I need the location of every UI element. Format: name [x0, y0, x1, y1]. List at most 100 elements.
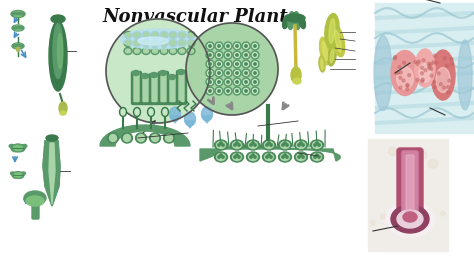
Circle shape [209, 54, 211, 56]
Ellipse shape [330, 49, 334, 63]
Ellipse shape [160, 48, 168, 55]
Ellipse shape [331, 25, 345, 57]
Circle shape [406, 88, 409, 91]
FancyBboxPatch shape [375, 3, 474, 133]
Circle shape [250, 156, 252, 158]
Ellipse shape [224, 60, 232, 68]
Circle shape [236, 142, 238, 144]
Ellipse shape [46, 135, 58, 141]
Circle shape [404, 201, 409, 206]
Ellipse shape [180, 49, 184, 53]
Ellipse shape [215, 69, 223, 77]
FancyBboxPatch shape [406, 155, 414, 212]
Ellipse shape [246, 152, 259, 162]
Ellipse shape [206, 69, 214, 77]
Ellipse shape [215, 87, 223, 95]
Ellipse shape [253, 70, 257, 76]
Ellipse shape [51, 15, 65, 23]
Circle shape [422, 229, 427, 234]
Ellipse shape [208, 70, 212, 76]
Ellipse shape [53, 23, 63, 78]
Circle shape [298, 156, 300, 158]
Ellipse shape [224, 69, 232, 77]
Circle shape [399, 76, 402, 79]
Ellipse shape [233, 78, 241, 86]
Circle shape [209, 81, 211, 83]
Circle shape [430, 74, 433, 77]
Circle shape [236, 63, 238, 65]
Circle shape [209, 45, 211, 47]
Circle shape [425, 207, 430, 212]
Ellipse shape [206, 51, 214, 59]
Ellipse shape [312, 153, 321, 160]
Ellipse shape [283, 15, 290, 29]
Circle shape [220, 142, 222, 144]
Ellipse shape [162, 49, 166, 53]
Ellipse shape [17, 47, 19, 51]
Ellipse shape [159, 70, 166, 76]
Circle shape [245, 90, 247, 92]
Circle shape [395, 203, 400, 208]
Circle shape [429, 63, 432, 66]
Ellipse shape [235, 89, 239, 94]
FancyBboxPatch shape [32, 199, 39, 219]
Ellipse shape [403, 212, 417, 222]
Ellipse shape [133, 70, 139, 76]
Circle shape [254, 156, 256, 158]
Circle shape [429, 220, 434, 225]
Ellipse shape [149, 109, 153, 115]
Circle shape [254, 54, 256, 56]
Ellipse shape [153, 41, 157, 45]
Ellipse shape [233, 42, 241, 50]
Ellipse shape [163, 109, 167, 115]
Ellipse shape [12, 25, 24, 31]
Circle shape [421, 78, 424, 81]
Ellipse shape [208, 61, 212, 66]
Circle shape [447, 90, 450, 94]
Ellipse shape [285, 14, 305, 22]
Circle shape [410, 161, 416, 167]
Polygon shape [49, 143, 55, 204]
Ellipse shape [14, 173, 22, 177]
Circle shape [218, 45, 220, 47]
Ellipse shape [22, 172, 26, 175]
Ellipse shape [288, 12, 294, 30]
Ellipse shape [187, 31, 195, 39]
Ellipse shape [226, 61, 230, 66]
Circle shape [420, 66, 424, 69]
Ellipse shape [230, 140, 244, 150]
Ellipse shape [226, 70, 230, 76]
Circle shape [413, 232, 419, 237]
Ellipse shape [151, 39, 159, 47]
Circle shape [270, 144, 272, 146]
Circle shape [428, 159, 438, 168]
Circle shape [245, 45, 247, 47]
Ellipse shape [397, 210, 423, 228]
Ellipse shape [226, 80, 230, 85]
Circle shape [266, 156, 268, 158]
Circle shape [434, 86, 437, 89]
Circle shape [284, 142, 286, 144]
Ellipse shape [293, 78, 301, 84]
Ellipse shape [233, 60, 241, 68]
Ellipse shape [215, 140, 228, 150]
Circle shape [218, 72, 220, 74]
Ellipse shape [133, 48, 141, 55]
Circle shape [387, 222, 392, 227]
Circle shape [300, 154, 302, 156]
Circle shape [314, 144, 316, 146]
Ellipse shape [124, 31, 132, 39]
Ellipse shape [17, 45, 19, 47]
Ellipse shape [263, 152, 275, 162]
Ellipse shape [124, 48, 132, 55]
Circle shape [254, 81, 256, 83]
Circle shape [238, 144, 240, 146]
Ellipse shape [235, 44, 239, 48]
Circle shape [402, 61, 406, 64]
Ellipse shape [126, 49, 130, 53]
Ellipse shape [169, 31, 177, 39]
Ellipse shape [319, 37, 330, 65]
Circle shape [245, 54, 247, 56]
Ellipse shape [124, 39, 132, 47]
Circle shape [433, 81, 436, 84]
